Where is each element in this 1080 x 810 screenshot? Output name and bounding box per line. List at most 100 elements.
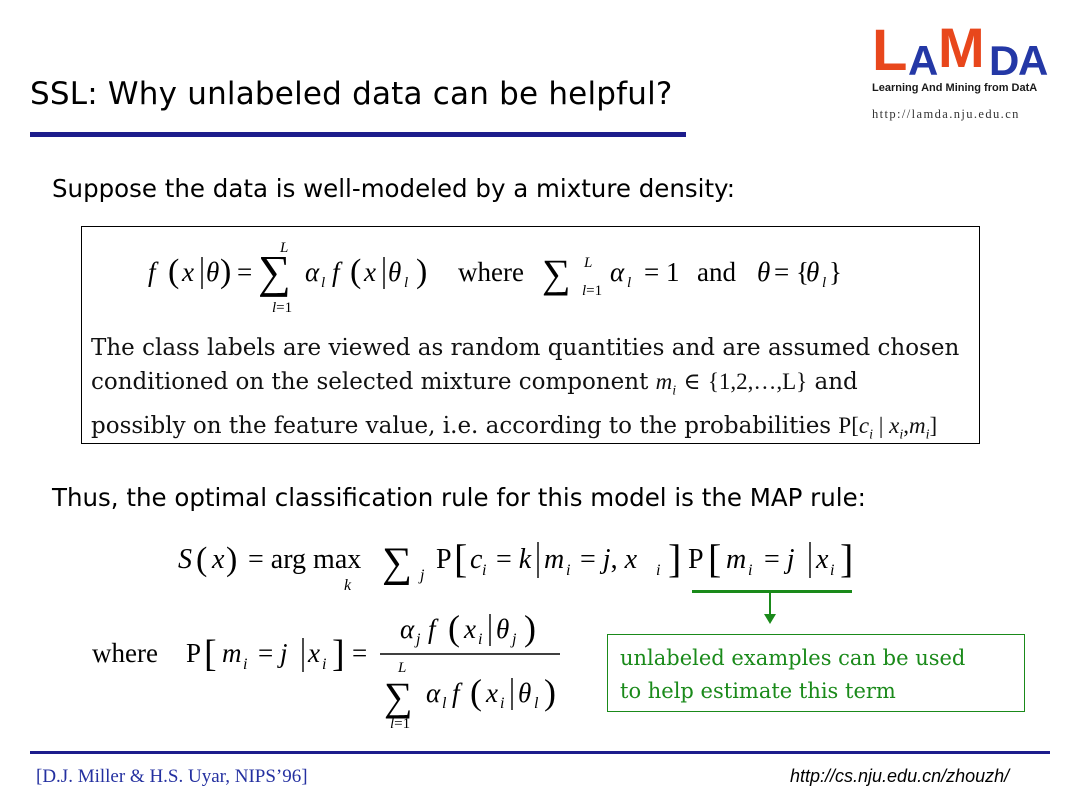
- svg-text:x: x: [181, 257, 194, 287]
- title-underline: [30, 132, 686, 137]
- svg-text:∑: ∑: [384, 674, 413, 719]
- svg-text:= arg max: = arg max: [248, 544, 361, 575]
- svg-text:i: i: [322, 656, 326, 673]
- logo-letter-a: A: [908, 37, 939, 84]
- svg-text:L: L: [279, 240, 288, 256]
- svg-text:x: x: [363, 257, 376, 287]
- svg-text:l=1: l=1: [582, 283, 602, 299]
- svg-text:= {: = {: [774, 257, 809, 287]
- arrow-stem: [769, 592, 771, 616]
- svg-text:c: c: [470, 544, 483, 575]
- svg-text:l=1: l=1: [390, 716, 410, 732]
- svg-text:i: i: [656, 562, 660, 579]
- svg-text:i: i: [566, 562, 570, 579]
- svg-text:m: m: [222, 638, 242, 668]
- footer-url: http://cs.nju.edu.cn/zhouzh/: [790, 766, 1010, 786]
- svg-text:α: α: [400, 614, 415, 644]
- svg-text:S: S: [178, 544, 192, 575]
- svg-text:P: P: [688, 544, 704, 575]
- svg-text:θ: θ: [806, 257, 819, 287]
- svg-text:): ): [226, 541, 237, 578]
- logo-letter-d: D: [989, 37, 1020, 84]
- svg-text:l: l: [627, 275, 631, 291]
- svg-text:l: l: [404, 275, 408, 291]
- svg-text:= j: = j: [258, 638, 288, 668]
- svg-text:i: i: [500, 695, 504, 712]
- svg-text:f: f: [428, 614, 439, 644]
- svg-text:k: k: [344, 577, 352, 594]
- svg-text:=: =: [237, 257, 252, 287]
- svg-text:j: j: [418, 567, 425, 584]
- svg-text:l: l: [534, 695, 539, 712]
- slide-title: SSL: Why unlabeled data can be helpful?: [30, 76, 673, 112]
- svg-text:): ): [544, 672, 556, 712]
- svg-text:]: ]: [668, 536, 681, 581]
- explanation-line-2: conditioned on the selected mixture comp…: [91, 369, 858, 399]
- logo-tagline: Learning And Mining from DatA: [872, 82, 1038, 94]
- svg-text:(: (: [470, 672, 482, 712]
- where-word-2: where: [92, 638, 158, 668]
- svg-text:α: α: [610, 257, 625, 287]
- explanation-line-1: The class labels are viewed as random qu…: [91, 335, 960, 361]
- svg-text:θ: θ: [388, 257, 401, 287]
- svg-text:]: ]: [840, 536, 853, 581]
- svg-text:[: [: [204, 633, 217, 675]
- svg-text:= j: = j: [764, 544, 795, 575]
- svg-text:i: i: [830, 562, 834, 579]
- svg-text:x: x: [211, 544, 225, 575]
- where-word: where: [458, 257, 524, 287]
- svg-text:[: [: [454, 536, 467, 581]
- svg-text:l: l: [442, 695, 447, 712]
- svg-text:]: ]: [332, 633, 345, 675]
- svg-text:L: L: [583, 255, 592, 271]
- svg-text:θ: θ: [496, 614, 509, 644]
- svg-text:i: i: [478, 631, 482, 648]
- svg-text:= k: = k: [496, 544, 532, 575]
- svg-text:i: i: [748, 562, 752, 579]
- svg-text:l: l: [822, 275, 826, 291]
- svg-text:(: (: [448, 608, 460, 648]
- arrow-down-icon: [764, 614, 776, 624]
- svg-text:x: x: [815, 544, 829, 575]
- map-rule-intro: Thus, the optimal classification rule fo…: [52, 483, 866, 512]
- svg-text:m: m: [544, 544, 564, 575]
- svg-text:): ): [416, 253, 427, 290]
- svg-text:): ): [524, 608, 536, 648]
- svg-text:∑: ∑: [382, 540, 412, 586]
- svg-text:(: (: [350, 253, 361, 290]
- svg-text:l: l: [321, 275, 325, 291]
- footer-rule: [30, 751, 1050, 754]
- svg-text:= 1: = 1: [644, 257, 679, 287]
- term-underline: [692, 590, 852, 593]
- svg-text:x: x: [485, 678, 498, 708]
- svg-text:α: α: [426, 678, 441, 708]
- mixture-density-box: f ( x θ ) = ∑ L l=1 α l f ( x θ l ) wher…: [81, 226, 980, 444]
- svg-text:P: P: [186, 638, 201, 668]
- intro-text: Suppose the data is well-modeled by a mi…: [52, 174, 736, 203]
- svg-text:= j, x: = j, x: [580, 544, 638, 575]
- logo-letter-m: M: [938, 16, 985, 79]
- svg-text:x: x: [307, 638, 320, 668]
- svg-text:f: f: [332, 257, 343, 287]
- component-set: {1,2,…,L}: [707, 369, 808, 394]
- svg-text:}: }: [829, 257, 842, 287]
- svg-text:f: f: [148, 257, 159, 287]
- svg-text:L: L: [397, 660, 406, 676]
- lamda-url: http://lamda.nju.edu.cn: [872, 107, 1020, 121]
- svg-text:x: x: [463, 614, 476, 644]
- mixture-density-formula: f ( x θ ) = ∑ L l=1 α l f ( x θ l ) wher…: [148, 240, 842, 316]
- note-line-1: unlabeled examples can be used: [620, 646, 966, 670]
- svg-text:(: (: [196, 541, 207, 578]
- class-label-explanation: The class labels are viewed as random qu…: [91, 331, 959, 452]
- and-word: and: [697, 257, 736, 287]
- svg-text:(: (: [168, 253, 179, 290]
- svg-text:i: i: [482, 562, 486, 579]
- svg-text:): ): [220, 253, 231, 290]
- svg-text:∑: ∑: [542, 251, 571, 296]
- svg-text:l=1: l=1: [272, 300, 292, 316]
- citation: [D.J. Miller & H.S. Uyar, NIPS’96]: [36, 766, 308, 787]
- svg-text:[: [: [708, 536, 721, 581]
- lamda-logo: L A M D A Learning And Mining from DatA: [872, 20, 1054, 120]
- svg-text:m: m: [726, 544, 746, 575]
- svg-text:∑: ∑: [258, 246, 291, 297]
